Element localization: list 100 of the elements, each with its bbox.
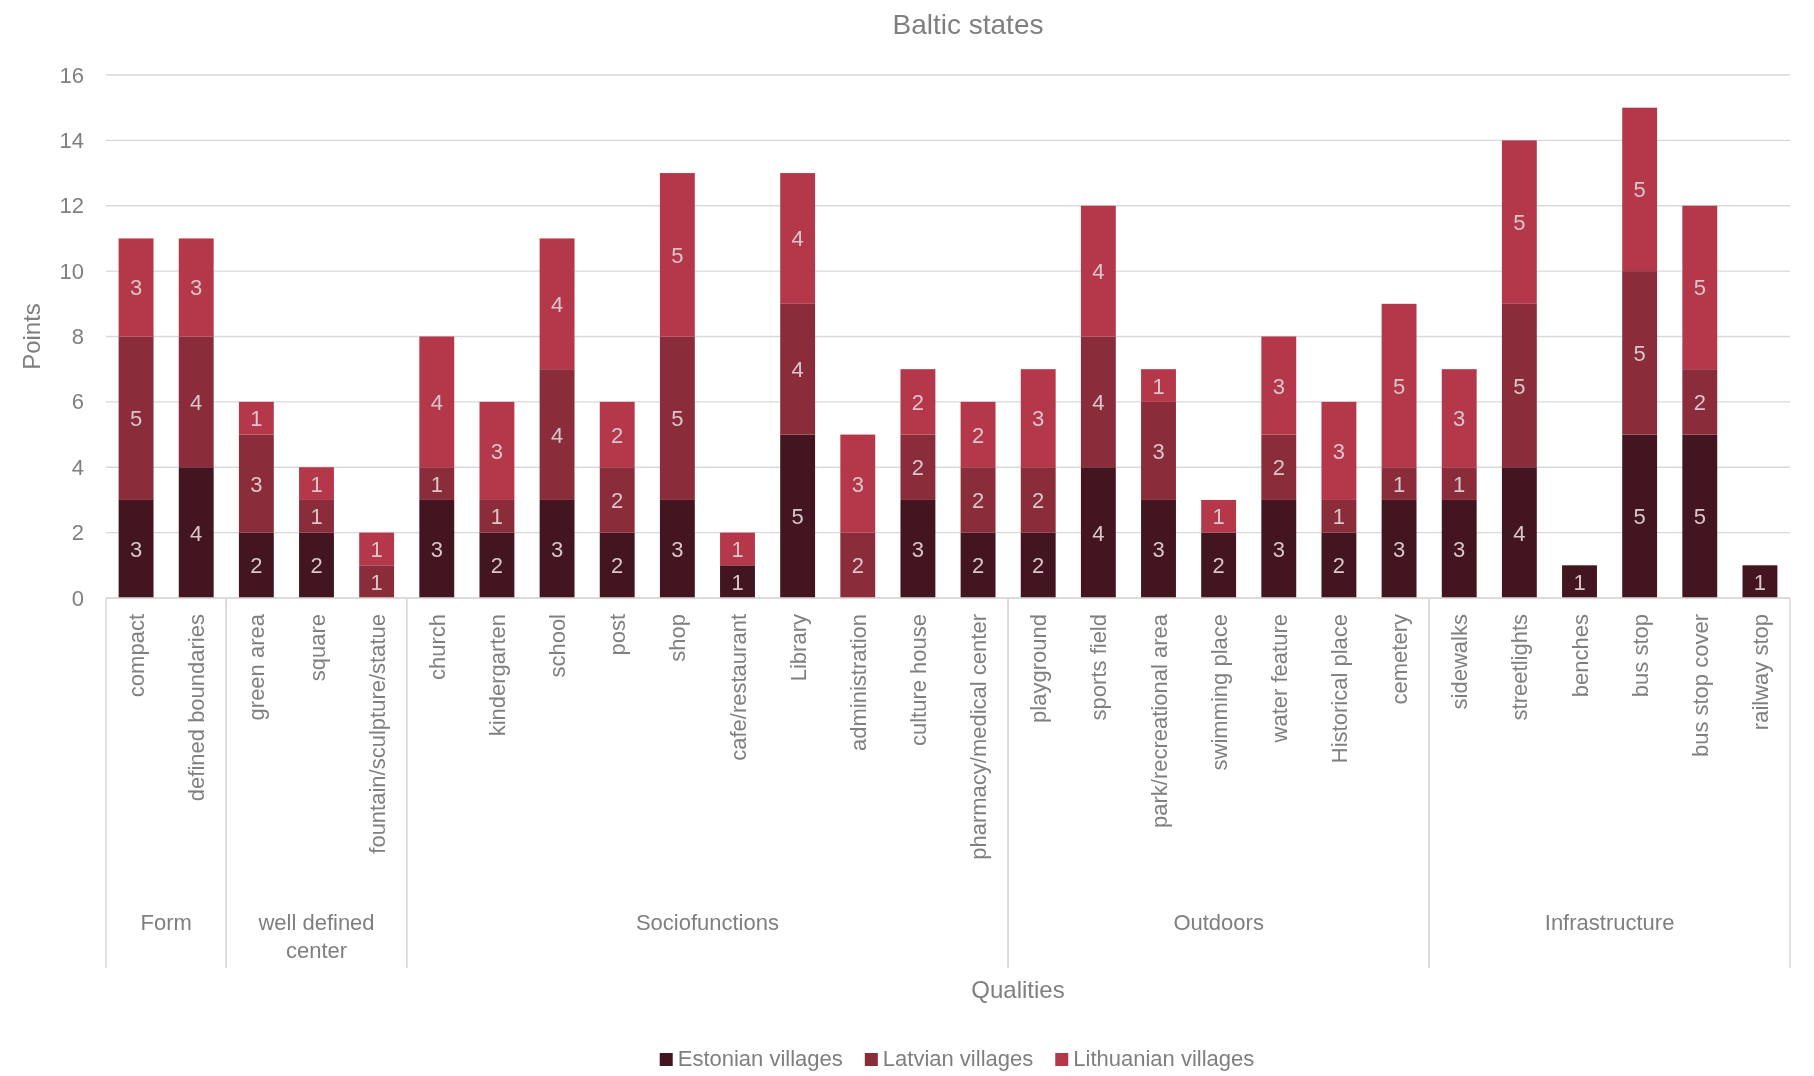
data-label: 2 <box>611 487 624 513</box>
data-label: 2 <box>490 553 504 579</box>
bar <box>900 434 936 500</box>
data-label: 5 <box>1693 504 1706 530</box>
bar <box>238 532 274 598</box>
bar <box>299 467 334 500</box>
x-tick-label: bus stop <box>1627 614 1653 698</box>
data-label: 1 <box>1573 569 1586 595</box>
bar <box>780 173 816 304</box>
bar <box>1682 434 1718 598</box>
y-tick-label: 6 <box>71 389 84 415</box>
x-tick-label: park/recreational area <box>1146 613 1172 829</box>
bar <box>479 499 515 533</box>
data-label: 3 <box>851 471 864 497</box>
data-label: 2 <box>1212 553 1225 579</box>
bar <box>1381 467 1417 500</box>
text: Infrastructure <box>1544 910 1675 935</box>
x-tick-label: kindergarten <box>484 614 510 737</box>
bar <box>1682 369 1718 435</box>
y-axis-title: Points <box>18 303 45 370</box>
legend-label: Estonian villages <box>677 1046 843 1071</box>
bar <box>1141 401 1176 500</box>
data-label: 3 <box>250 471 263 497</box>
x-tick-label: streetlights <box>1507 614 1533 721</box>
bar <box>539 238 575 370</box>
bar <box>599 401 635 468</box>
x-tick-label: Library <box>785 614 811 682</box>
data-label: 4 <box>430 389 443 415</box>
bar <box>359 532 395 566</box>
bar <box>1682 205 1718 370</box>
data-label: 3 <box>490 438 504 464</box>
y-tick-label: 0 <box>71 585 84 611</box>
data-label: 4 <box>190 389 203 415</box>
data-label: 3 <box>430 536 443 562</box>
data-label: 3 <box>190 275 203 301</box>
x-tick-label: bus stop cover <box>1687 614 1713 758</box>
data-label: 2 <box>250 553 263 579</box>
data-label: 3 <box>129 275 143 301</box>
bar <box>1020 369 1056 468</box>
y-tick-label: 16 <box>59 62 84 88</box>
bar <box>1020 532 1056 598</box>
x-tick-label: water feature <box>1266 614 1292 744</box>
bar <box>840 434 876 533</box>
x-tick-label: defined boundaries <box>184 614 210 802</box>
x-tick-label: compact <box>124 614 150 698</box>
data-label: 1 <box>731 569 744 595</box>
bar <box>1501 140 1537 304</box>
bar <box>1201 532 1237 598</box>
bar <box>479 532 515 598</box>
bar <box>178 467 214 598</box>
bar <box>1441 467 1477 500</box>
data-label: 4 <box>550 291 564 317</box>
data-label: 1 <box>1392 471 1406 497</box>
data-label: 1 <box>250 406 263 432</box>
x-tick-label: post <box>605 614 631 656</box>
data-label: 1 <box>1152 373 1165 399</box>
x-tick-label: swimming place <box>1206 614 1232 771</box>
x-tick-label: church <box>424 614 450 681</box>
text: well defined center <box>257 910 375 963</box>
data-label: 2 <box>611 422 624 448</box>
data-label: 2 <box>611 553 624 579</box>
data-label: 3 <box>1272 536 1285 562</box>
bar <box>178 336 214 468</box>
data-label: 2 <box>971 422 985 448</box>
data-label: 2 <box>310 553 323 579</box>
bar <box>1261 336 1297 435</box>
bar <box>118 499 154 598</box>
y-tick-label: 10 <box>59 258 84 284</box>
data-label: 3 <box>911 536 925 562</box>
x-tick-label: cemetery <box>1387 614 1413 705</box>
x-tick-label: playground <box>1026 614 1052 723</box>
data-label: 5 <box>1513 373 1526 399</box>
data-label: 5 <box>1633 504 1646 530</box>
x-tick-label: sidewalks <box>1447 614 1473 710</box>
x-tick-label: sports field <box>1086 614 1112 721</box>
data-label: 5 <box>791 504 804 530</box>
bar <box>1201 499 1237 533</box>
bar <box>1381 303 1417 468</box>
x-tick-label: Historical place <box>1326 614 1352 764</box>
data-label: 4 <box>791 226 804 252</box>
bar <box>780 303 816 435</box>
data-label: 4 <box>550 422 564 448</box>
data-label: 1 <box>430 471 443 497</box>
bar <box>840 532 876 598</box>
data-label: 2 <box>911 455 925 481</box>
bar <box>960 532 996 598</box>
bar <box>1501 303 1537 468</box>
data-label: 5 <box>1392 373 1406 399</box>
x-tick-label: railway stop <box>1747 614 1773 731</box>
data-label: 3 <box>1152 438 1165 464</box>
x-tick-label: cafe/restaurant <box>725 614 751 761</box>
data-label: 1 <box>370 536 383 562</box>
data-label: 3 <box>1453 406 1466 432</box>
text: Form <box>140 910 192 935</box>
data-label: 5 <box>129 406 143 432</box>
bar <box>1080 336 1116 468</box>
legend-label: Lithuanian villages <box>1073 1046 1255 1071</box>
bar <box>419 499 455 598</box>
y-tick-label: 8 <box>71 324 84 350</box>
bar <box>118 336 154 500</box>
